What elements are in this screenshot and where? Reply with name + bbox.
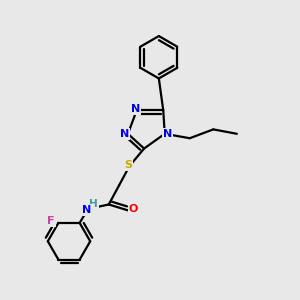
Text: S: S	[124, 160, 132, 170]
Text: N: N	[131, 104, 140, 114]
Text: F: F	[47, 216, 55, 226]
Text: N: N	[163, 129, 172, 139]
Text: N: N	[120, 129, 129, 139]
Text: N: N	[82, 206, 91, 215]
Text: H: H	[89, 199, 98, 208]
Text: O: O	[128, 204, 138, 214]
